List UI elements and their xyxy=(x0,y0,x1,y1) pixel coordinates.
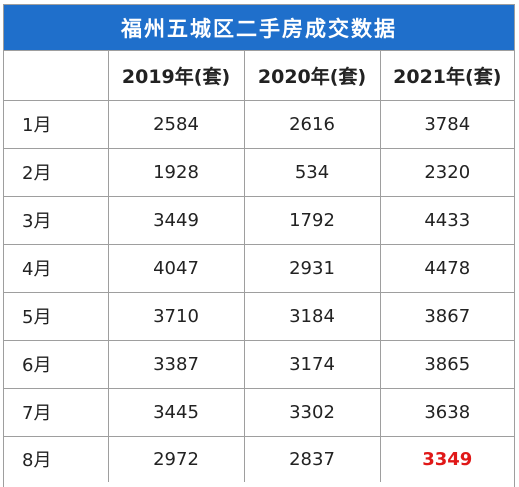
table-row: 8月 2972 2837 3349 xyxy=(4,435,514,482)
value-2021: 2320 xyxy=(379,147,514,197)
month-cell: 3月 xyxy=(4,195,109,245)
value-2021-highlighted: 3349 xyxy=(379,435,514,482)
value-2020: 2837 xyxy=(243,435,381,482)
value-2019: 3710 xyxy=(107,291,245,341)
transactions-table: 2019年(套) 2020年(套) 2021年(套) 1月 2584 2616 … xyxy=(4,51,514,482)
header-2021: 2021年(套) xyxy=(379,51,514,101)
value-2019: 4047 xyxy=(107,243,245,293)
data-table-sheet: 福州五城区二手房成交数据 2019年(套) 2020年(套) 2021年(套) … xyxy=(3,4,515,487)
value-2020: 2931 xyxy=(243,243,381,293)
value-2021: 3865 xyxy=(379,339,514,389)
value-2021: 4433 xyxy=(379,195,514,245)
table-row: 5月 3710 3184 3867 xyxy=(4,291,514,341)
header-2019: 2019年(套) xyxy=(107,51,245,101)
month-cell: 8月 xyxy=(4,435,109,482)
value-2019: 1928 xyxy=(107,147,245,197)
table-row: 1月 2584 2616 3784 xyxy=(4,99,514,149)
header-2020: 2020年(套) xyxy=(243,51,381,101)
value-2020: 3174 xyxy=(243,339,381,389)
value-2021: 3638 xyxy=(379,387,514,437)
value-2021: 3867 xyxy=(379,291,514,341)
month-cell: 4月 xyxy=(4,243,109,293)
value-2021: 4478 xyxy=(379,243,514,293)
month-cell: 2月 xyxy=(4,147,109,197)
table-row: 7月 3445 3302 3638 xyxy=(4,387,514,437)
header-row: 2019年(套) 2020年(套) 2021年(套) xyxy=(4,51,514,101)
value-2020: 2616 xyxy=(243,99,381,149)
value-2019: 2584 xyxy=(107,99,245,149)
value-2020: 1792 xyxy=(243,195,381,245)
table-row: 3月 3449 1792 4433 xyxy=(4,195,514,245)
value-2019: 3387 xyxy=(107,339,245,389)
value-2020: 3302 xyxy=(243,387,381,437)
table-row: 4月 4047 2931 4478 xyxy=(4,243,514,293)
value-2020: 3184 xyxy=(243,291,381,341)
month-cell: 7月 xyxy=(4,387,109,437)
value-2019: 2972 xyxy=(107,435,245,482)
value-2020: 534 xyxy=(243,147,381,197)
value-2019: 3449 xyxy=(107,195,245,245)
month-cell: 1月 xyxy=(4,99,109,149)
table-row: 2月 1928 534 2320 xyxy=(4,147,514,197)
month-cell: 5月 xyxy=(4,291,109,341)
table-row: 6月 3387 3174 3865 xyxy=(4,339,514,389)
header-corner-cell xyxy=(4,51,109,101)
value-2021: 3784 xyxy=(379,99,514,149)
month-cell: 6月 xyxy=(4,339,109,389)
table-title: 福州五城区二手房成交数据 xyxy=(4,5,514,51)
value-2019: 3445 xyxy=(107,387,245,437)
